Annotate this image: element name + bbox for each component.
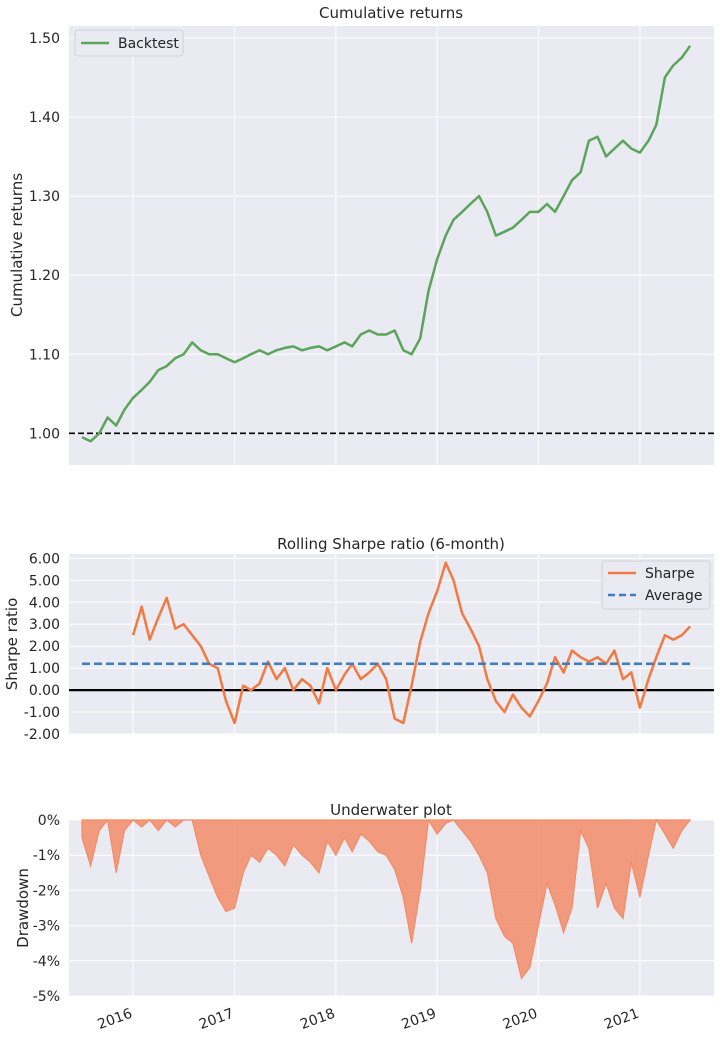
cumulative-returns-y-tick-label: 1.30 — [29, 189, 60, 205]
x-tick-label: 2016 — [95, 1006, 134, 1033]
rolling-sharpe-y-tick-label: 1.00 — [29, 661, 60, 677]
rolling-sharpe-y-tick-label: 2.00 — [29, 639, 60, 655]
x-tick-label: 2020 — [501, 1006, 540, 1033]
cumulative-returns-y-tick-label: 1.00 — [29, 426, 60, 442]
cumulative-returns-legend: Backtest — [74, 29, 184, 57]
legend-label-sharpe: Sharpe — [645, 566, 695, 582]
x-tick-label: 2018 — [298, 1006, 337, 1033]
underwater-x-ticks: 2016 2017 2018 2019 2020 2021 — [95, 1006, 641, 1033]
legend-label-backtest: Backtest — [118, 36, 179, 52]
x-tick-label: 2021 — [602, 1006, 641, 1033]
rolling-sharpe-y-tick-label: 5.00 — [29, 573, 60, 589]
cumulative-returns-title: Cumulative returns — [319, 4, 463, 22]
cumulative-returns-panel: 1.00 1.10 1.20 1.30 1.40 1.50 Cumulative retu… — [8, 4, 714, 465]
series-line-sharpe — [131, 561, 692, 725]
drawdown-area — [81, 818, 692, 980]
underwater-y-tick-label: -4% — [33, 954, 60, 970]
x-tick-label: 2017 — [197, 1006, 236, 1033]
cumulative-returns-y-tick-label: 1.40 — [29, 110, 60, 126]
rolling-sharpe-panel: -2.00 -1.00 0.00 1.00 2.00 3.00 4.00 5.00 6.00 R… — [3, 535, 714, 743]
cumulative-returns-y-label: Cumulative returns — [8, 173, 26, 317]
cumulative-returns-y-tick-label: 1.50 — [29, 31, 60, 47]
rolling-sharpe-y-tick-label: 3.00 — [29, 617, 60, 633]
legend-box — [74, 29, 184, 57]
rolling-sharpe-y-label: Sharpe ratio — [3, 598, 21, 691]
x-tick-label: 2019 — [400, 1006, 439, 1033]
underwater-y-tick-label: -2% — [33, 883, 60, 899]
underwater-panel: 0%-1%-2%-3%-4%-5% 2016 2017 2018 2019 2020 20… — [14, 801, 714, 1033]
rolling-sharpe-title: Rolling Sharpe ratio (6-month) — [277, 535, 505, 553]
rolling-sharpe-series — [82, 561, 694, 725]
rolling-sharpe-y-tick-label: 4.00 — [29, 595, 60, 611]
underwater-title: Underwater plot — [330, 801, 452, 819]
underwater-y-label: Drawdown — [14, 868, 32, 948]
underwater-y-tick-label: -1% — [33, 848, 60, 864]
cumulative-returns-plot-area — [69, 26, 714, 465]
cumulative-returns-series — [81, 45, 692, 443]
underwater-y-tick-label: -3% — [33, 919, 60, 935]
underwater-y-tick-label: 0% — [38, 813, 60, 829]
cumulative-returns-y-tick-label: 1.10 — [29, 347, 60, 363]
rolling-sharpe-y-tick-label: -2.00 — [24, 727, 60, 743]
underwater-y-tick-label: -5% — [33, 989, 60, 1005]
series-line-backtest — [81, 45, 692, 443]
legend-label-average: Average — [645, 588, 703, 604]
cumulative-returns-y-tick-label: 1.20 — [29, 268, 60, 284]
rolling-sharpe-y-tick-label: 6.00 — [29, 551, 60, 567]
rolling-sharpe-legend: Sharpe Average — [601, 560, 711, 610]
cumulative-returns-y-ticks: 1.00 1.10 1.20 1.30 1.40 1.50 — [29, 31, 60, 442]
rolling-sharpe-y-ticks: -2.00 -1.00 0.00 1.00 2.00 3.00 4.00 5.00 6.00 — [24, 551, 60, 743]
underwater-series — [81, 818, 692, 980]
rolling-sharpe-y-tick-label: -1.00 — [24, 705, 60, 721]
rolling-sharpe-y-tick-label: 0.00 — [29, 683, 60, 699]
underwater-y-ticks: 0% -1% -2% -3% -4% -5% — [33, 813, 60, 1005]
